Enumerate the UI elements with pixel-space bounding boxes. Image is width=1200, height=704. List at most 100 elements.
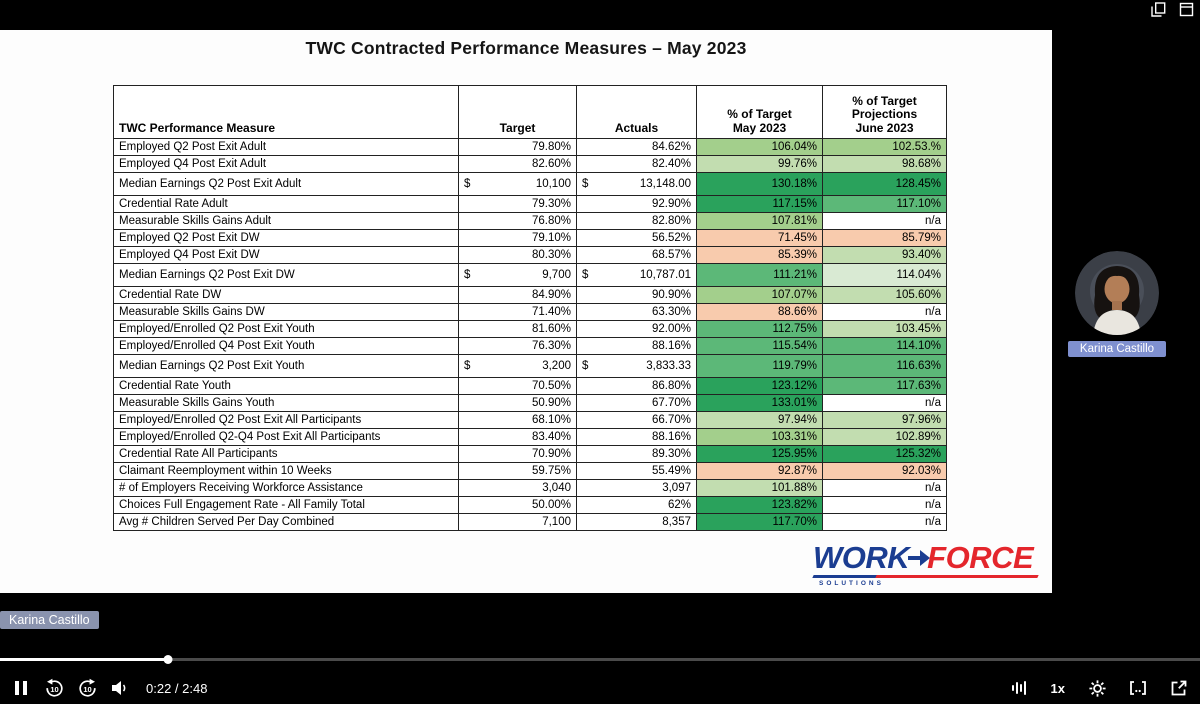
pct-june-cell: n/a — [822, 394, 947, 412]
copy-icon[interactable] — [1151, 2, 1166, 20]
target-cell: 70.50% — [458, 377, 577, 395]
pct-may-cell: 92.87% — [696, 462, 823, 480]
measure-cell: # of Employers Receiving Workforce Assis… — [113, 479, 459, 497]
rewind-10-button[interactable]: 10 — [41, 675, 67, 701]
measure-cell: Employed Q2 Post Exit Adult — [113, 138, 459, 156]
actuals-cell: $10,787.01 — [576, 263, 697, 287]
target-cell: 79.10% — [458, 229, 577, 247]
pct-may-cell: 99.76% — [696, 155, 823, 173]
forward-10-icon: 10 — [78, 678, 96, 697]
measure-cell: Measurable Skills Gains Youth — [113, 394, 459, 412]
actuals-cell: 92.90% — [576, 195, 697, 213]
target-cell: 71.40% — [458, 303, 577, 321]
target-cell: 59.75% — [458, 462, 577, 480]
settings-button[interactable] — [1084, 675, 1110, 701]
table-row: Credential Rate Adult 79.30% 92.90% 117.15%… — [113, 195, 947, 213]
participant-name-label: Karina Castillo — [1068, 341, 1166, 357]
controls-bar: 10 10 0:22 / 2:48 1x — [0, 673, 1200, 703]
actuals-cell: 8,357 — [576, 513, 697, 531]
actuals-cell: 3,097 — [576, 479, 697, 497]
table-row: Median Earnings Q2 Post Exit DW $9,700 $10… — [113, 263, 947, 287]
target-cell: 84.90% — [458, 286, 577, 304]
measure-cell: Median Earnings Q2 Post Exit Youth — [113, 354, 459, 378]
fullscreen-popout-button[interactable] — [1166, 675, 1192, 701]
pause-icon — [15, 681, 27, 695]
pct-june-cell: 102.89% — [822, 428, 947, 446]
slide-title: TWC Contracted Performance Measures – Ma… — [305, 38, 747, 58]
table-body: Employed Q2 Post Exit Adult 79.80% 84.62% 1… — [113, 138, 947, 531]
pct-may-cell: 71.45% — [696, 229, 823, 247]
pct-may-cell: 88.66% — [696, 303, 823, 321]
actuals-cell: $3,833.33 — [576, 354, 697, 378]
actuals-cell: 63.30% — [576, 303, 697, 321]
target-cell: $9,700 — [458, 263, 577, 287]
table-row: Employed Q2 Post Exit Adult 79.80% 84.62% 1… — [113, 138, 947, 156]
table-row: Employed/Enrolled Q4 Post Exit Youth 76.3… — [113, 337, 947, 355]
pct-june-cell: n/a — [822, 496, 947, 514]
pct-june-cell: 114.10% — [822, 337, 947, 355]
slide: TWC Contracted Performance Measures – Ma… — [0, 30, 1052, 593]
actuals-cell: 84.62% — [576, 138, 697, 156]
actuals-cell: 82.80% — [576, 212, 697, 230]
header-pct-june: % of Target Projections June 2023 — [822, 85, 947, 139]
volume-button[interactable] — [107, 675, 133, 701]
pct-june-cell: n/a — [822, 479, 947, 497]
pct-may-cell: 117.70% — [696, 513, 823, 531]
pct-june-cell: 85.79% — [822, 229, 947, 247]
progress-bar[interactable] — [0, 658, 1200, 661]
pct-may-cell: 103.31% — [696, 428, 823, 446]
target-cell: 3,040 — [458, 479, 577, 497]
measure-cell: Credential Rate Adult — [113, 195, 459, 213]
logo-word-force: FORCE — [927, 540, 1034, 575]
actuals-cell: 92.00% — [576, 320, 697, 338]
target-cell: 83.40% — [458, 428, 577, 446]
pct-may-cell: 133.01% — [696, 394, 823, 412]
logo-swoosh — [812, 575, 1039, 578]
table-row: Avg # Children Served Per Day Combined 7,… — [113, 513, 947, 531]
audio-waveform-icon — [1011, 681, 1026, 695]
measure-cell: Employed/Enrolled Q2 Post Exit Youth — [113, 320, 459, 338]
pct-june-cell: 116.63% — [822, 354, 947, 378]
pct-june-cell: 97.96% — [822, 411, 947, 429]
table-row: Employed/Enrolled Q2-Q4 Post Exit All Pa… — [113, 428, 947, 446]
pct-june-cell: 105.60% — [822, 286, 947, 304]
target-cell: 76.80% — [458, 212, 577, 230]
captions-button[interactable] — [1125, 675, 1151, 701]
measure-cell: Credential Rate Youth — [113, 377, 459, 395]
measure-cell: Employed Q4 Post Exit Adult — [113, 155, 459, 173]
table-row: Measurable Skills Gains Adult 76.80% 82.80… — [113, 212, 947, 230]
forward-10-button[interactable]: 10 — [74, 675, 100, 701]
actuals-cell: 56.52% — [576, 229, 697, 247]
pct-june-cell: 103.45% — [822, 320, 947, 338]
progress-knob[interactable] — [163, 655, 173, 664]
measure-cell: Employed/Enrolled Q2 Post Exit All Parti… — [113, 411, 459, 429]
table-row: Credential Rate DW 84.90% 90.90% 107.07% 105… — [113, 286, 947, 304]
pct-june-cell: 117.63% — [822, 377, 947, 395]
target-cell: 70.90% — [458, 445, 577, 463]
pct-may-cell: 119.79% — [696, 354, 823, 378]
header-target: Target — [458, 85, 577, 139]
target-cell: $10,100 — [458, 172, 577, 196]
audio-track-button[interactable] — [1006, 675, 1032, 701]
pct-june-cell: 98.68% — [822, 155, 947, 173]
measure-cell: Avg # Children Served Per Day Combined — [113, 513, 459, 531]
popup-window-icon[interactable] — [1179, 2, 1194, 20]
pct-june-cell: 114.04% — [822, 263, 947, 287]
actuals-cell: 62% — [576, 496, 697, 514]
pct-may-cell: 117.15% — [696, 195, 823, 213]
target-cell: 81.60% — [458, 320, 577, 338]
pct-may-cell: 107.81% — [696, 212, 823, 230]
pct-may-cell: 123.12% — [696, 377, 823, 395]
pct-may-cell: 101.88% — [696, 479, 823, 497]
playback-speed-button[interactable]: 1x — [1047, 675, 1069, 701]
pct-june-cell: 117.10% — [822, 195, 947, 213]
measure-cell: Choices Full Engagement Rate - All Famil… — [113, 496, 459, 514]
pct-may-cell: 125.95% — [696, 445, 823, 463]
workforce-logo: WORK FORCE SOLUTIONS — [812, 540, 1039, 587]
pause-button[interactable] — [8, 675, 34, 701]
actuals-cell: 86.80% — [576, 377, 697, 395]
speaker-name-tag: Karina Castillo — [0, 611, 99, 629]
table-row: Measurable Skills Gains DW 71.40% 63.30% 88… — [113, 303, 947, 321]
table-row: Credential Rate All Participants 70.90% 89… — [113, 445, 947, 463]
